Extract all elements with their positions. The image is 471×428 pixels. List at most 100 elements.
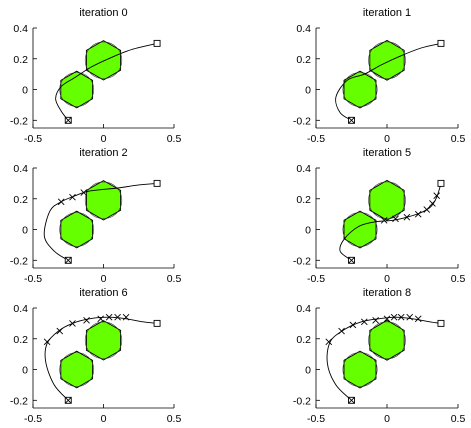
- x-tick-label: -0.5: [24, 133, 42, 145]
- waypoint-marker: [383, 315, 391, 323]
- start-marker: [64, 256, 72, 264]
- waypoint-stroke: [414, 210, 422, 218]
- subplot-title: iteration 1: [363, 7, 411, 19]
- waypoint-marker: [392, 215, 399, 223]
- y-tick-label: 0: [305, 225, 311, 237]
- obstacle-circle: [84, 181, 123, 219]
- start-cross: [64, 116, 72, 124]
- subplot-title: iteration 8: [363, 287, 411, 299]
- waypoint-marker: [97, 315, 104, 323]
- x-tick-label: 0.5: [451, 273, 466, 285]
- subplot-6: iteration 8 0.4 0.2 0 -0.2 -0.5 0 0.5: [293, 287, 466, 425]
- x-tick-label: -0.5: [307, 413, 325, 425]
- waypoint-marker: [80, 189, 88, 196]
- obstacle-hexagon: [369, 179, 405, 221]
- goal-marker: [437, 39, 445, 47]
- subplot-2: iteration 1 0.4 0.2 0 -0.2 -0.5 0 0.5: [293, 7, 466, 145]
- obstacle-hexagon: [343, 350, 377, 389]
- waypoint-stroke: [122, 313, 130, 321]
- waypoint-marker: [56, 327, 64, 335]
- waypoint-stroke: [69, 193, 76, 201]
- waypoint-marker: [406, 313, 414, 321]
- waypoint-stroke: [429, 200, 436, 207]
- goal-marker: [153, 179, 161, 187]
- waypoint-marker: [43, 338, 51, 346]
- y-tick-label: -0.2: [293, 115, 311, 127]
- waypoint-stroke: [372, 316, 379, 324]
- start-marker: [348, 256, 355, 264]
- waypoint-stroke: [338, 327, 345, 335]
- goal-marker: [437, 179, 445, 187]
- goal-marker: [153, 319, 161, 327]
- waypoint-stroke: [114, 313, 121, 321]
- start-marker: [348, 396, 355, 404]
- x-tick-label: 0.5: [451, 413, 466, 425]
- start-marker: [348, 116, 355, 124]
- waypoint-marker: [69, 320, 76, 327]
- waypoint-stroke: [43, 338, 51, 346]
- y-tick-label: 0.2: [13, 194, 28, 206]
- obstacle-circle: [368, 321, 406, 360]
- obstacle-circle: [59, 352, 95, 387]
- start-marker: [64, 116, 72, 124]
- y-tick-label: 0.2: [296, 54, 311, 66]
- waypoint-marker: [433, 192, 441, 200]
- waypoint-marker: [390, 313, 398, 321]
- y-tick-label: 0.2: [296, 194, 311, 206]
- waypoint-marker: [69, 193, 76, 201]
- waypoint-stroke: [433, 192, 441, 200]
- y-tick-label: -0.2: [10, 115, 28, 127]
- waypoint-stroke: [403, 213, 411, 221]
- y-tick-label: 0: [22, 85, 28, 97]
- goal-marker: [437, 319, 445, 327]
- y-tick-label: 0.2: [296, 334, 311, 346]
- y-tick-label: 0.4: [296, 23, 311, 35]
- y-tick-label: -0.2: [10, 395, 28, 407]
- waypoint-marker: [349, 321, 357, 329]
- waypoint-marker: [360, 318, 368, 326]
- obstacle-circle: [342, 352, 378, 388]
- y-tick-label: 0.4: [13, 163, 28, 175]
- obstacle-hexagon: [369, 39, 405, 81]
- y-tick-label: 0.2: [13, 54, 28, 66]
- x-tick-label: 0.5: [167, 413, 182, 425]
- waypoint-stroke: [406, 313, 414, 321]
- start-cross: [348, 396, 355, 404]
- x-tick-label: 0: [384, 133, 390, 145]
- y-tick-label: 0: [305, 365, 311, 377]
- obstacle-hexagon: [60, 350, 94, 389]
- waypoint-stroke: [69, 320, 76, 327]
- y-tick-label: 0.4: [296, 163, 311, 175]
- obstacle-hexagon: [343, 210, 377, 249]
- waypoint-stroke: [80, 189, 88, 196]
- waypoint-stroke: [349, 321, 357, 329]
- waypoint-stroke: [397, 313, 405, 321]
- goal-marker: [153, 39, 161, 47]
- subplot-1: iteration 0 0.4 0.2 0 -0.2 -0.5 0 0.5: [10, 7, 182, 145]
- waypoint-marker: [414, 210, 422, 218]
- start-cross: [64, 256, 72, 264]
- obstacle-circle: [59, 72, 95, 107]
- y-tick-label: 0: [305, 85, 311, 97]
- trajectory-line: [43, 182, 158, 261]
- obstacle-circle: [84, 321, 123, 359]
- waypoint-marker: [372, 316, 379, 324]
- obstacle-hexagon: [343, 70, 377, 109]
- x-tick-label: -0.5: [307, 273, 325, 285]
- x-tick-label: -0.5: [24, 413, 42, 425]
- waypoint-stroke: [360, 318, 368, 326]
- waypoint-marker: [429, 200, 436, 207]
- waypoint-marker: [83, 316, 90, 324]
- waypoint-marker: [105, 313, 113, 321]
- waypoint-marker: [397, 313, 405, 321]
- subplot-title: iteration 6: [79, 287, 127, 299]
- subplot-4: iteration 5 0.4 0.2 0 -0.2 -0.5 0 0.5: [293, 147, 466, 285]
- waypoint-stroke: [97, 315, 104, 323]
- x-tick-label: 0.5: [167, 273, 182, 285]
- x-tick-label: 0: [101, 273, 107, 285]
- x-tick-label: 0: [101, 133, 107, 145]
- waypoint-marker: [403, 213, 411, 221]
- x-tick-label: 0: [384, 273, 390, 285]
- waypoint-marker: [414, 315, 422, 323]
- waypoint-marker: [423, 206, 431, 213]
